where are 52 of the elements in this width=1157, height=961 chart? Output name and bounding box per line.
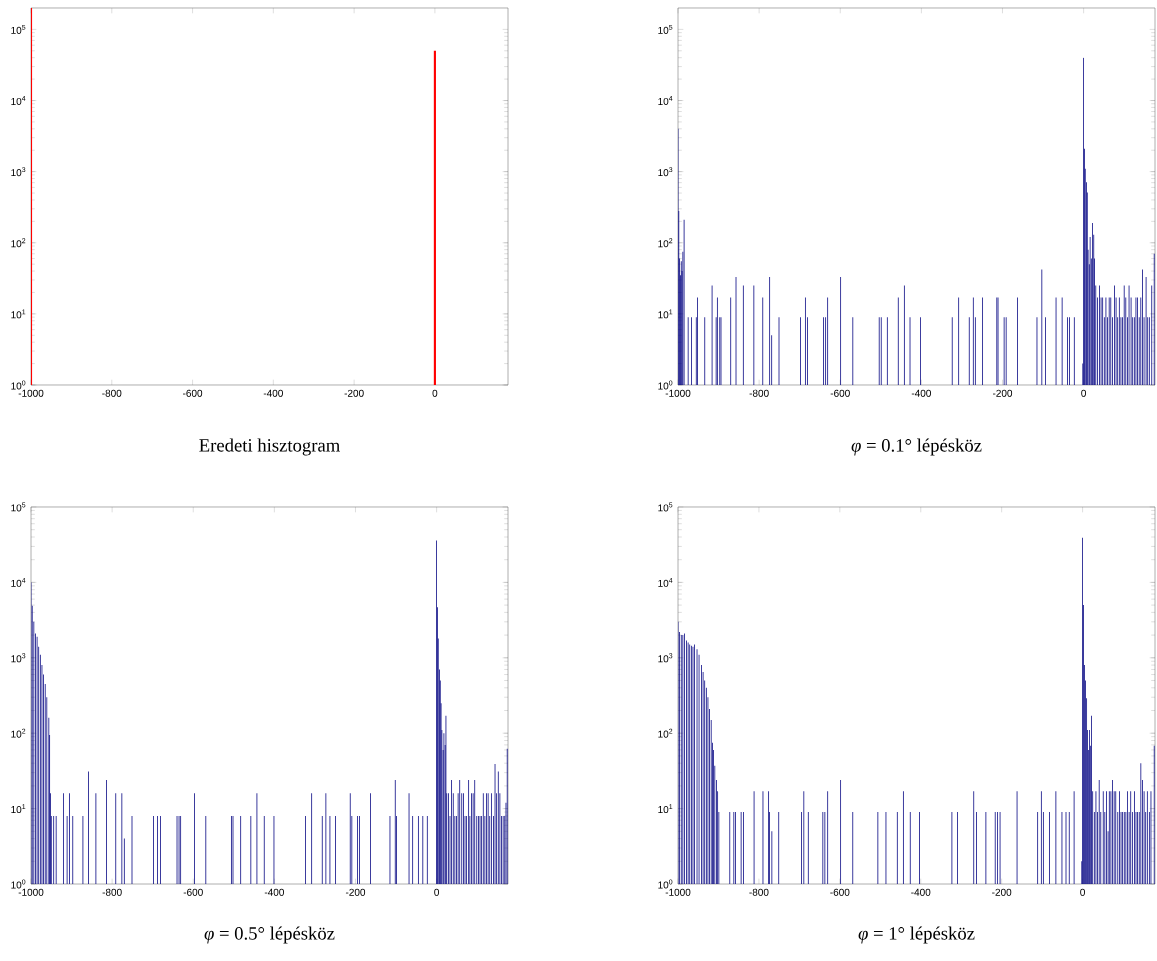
- x-tick-label: -1000: [18, 888, 44, 896]
- text: φ = 0.5° lépésköz: [204, 926, 335, 944]
- y-tick-label: 10$^{0}$: [11, 879, 26, 889]
- x-tick-label: -1000: [665, 888, 691, 896]
- x-tick-label: -600: [830, 389, 850, 397]
- x-tick-label: 0: [1080, 888, 1085, 896]
- y-tick-label: 10$^{0}$: [658, 879, 673, 889]
- y-tick-label: 10$^{1}$: [11, 309, 26, 319]
- text: φ = 1° lépésköz: [858, 926, 975, 944]
- y-tick-label: 10$^{1}$: [658, 804, 673, 814]
- x-tick-label: -400: [911, 888, 931, 896]
- x-tick-label: -800: [749, 389, 769, 397]
- x-tick-label: -800: [749, 888, 769, 896]
- x-tick-label: -600: [182, 389, 203, 397]
- y-tick-label: 10$^{3}$: [658, 167, 673, 177]
- x-tick-label: -200: [992, 389, 1013, 397]
- y-tick-label: 10$^{0}$: [658, 380, 673, 390]
- x-tick-label: -1000: [18, 389, 44, 397]
- y-tick-label: 10$^{3}$: [658, 653, 673, 663]
- y-tick-label: 10$^{2}$: [658, 238, 673, 248]
- y-tick-label: 10$^{2}$: [658, 728, 673, 738]
- y-tick-label: 10$^{1}$: [11, 804, 26, 814]
- y-tick-label: 10$^{4}$: [658, 96, 673, 105]
- y-tick-label: 10$^{5}$: [11, 24, 26, 34]
- x-tick-label: -800: [102, 389, 122, 397]
- y-tick-label: 10$^{0}$: [11, 380, 26, 390]
- y-tick-label: 10$^{2}$: [11, 728, 26, 738]
- x-tick-label: -600: [830, 888, 850, 896]
- y-tick-label: 10$^{5}$: [11, 502, 26, 512]
- y-tick-label: 10$^{3}$: [11, 653, 26, 663]
- y-tick-label: 10$^{3}$: [11, 167, 26, 177]
- y-tick-label: 10$^{4}$: [11, 577, 26, 587]
- x-tick-label: -400: [263, 389, 283, 397]
- y-tick-label: 10$^{5}$: [658, 24, 673, 34]
- y-tick-label: 10$^{2}$: [11, 238, 26, 248]
- x-tick-label: 0: [1081, 389, 1087, 397]
- y-tick-label: 10$^{4}$: [11, 96, 26, 105]
- y-tick-label: 10$^{5}$: [658, 502, 673, 512]
- x-tick-label: -200: [344, 389, 364, 397]
- x-tick-label: -200: [992, 888, 1012, 896]
- x-tick-label: 0: [434, 888, 439, 896]
- x-tick-label: 0: [432, 389, 438, 397]
- x-tick-label: -1000: [665, 389, 691, 397]
- x-tick-label: -200: [345, 888, 366, 896]
- x-tick-label: -400: [264, 888, 284, 896]
- text: Eredeti hisztogram: [199, 438, 340, 456]
- x-tick-label: -800: [102, 888, 122, 896]
- x-tick-label: -600: [183, 888, 203, 896]
- y-tick-label: 10$^{4}$: [658, 577, 673, 587]
- text: φ = 0.1° lépésköz: [851, 438, 982, 456]
- y-tick-label: 10$^{1}$: [658, 309, 673, 319]
- x-tick-label: -400: [911, 389, 931, 397]
